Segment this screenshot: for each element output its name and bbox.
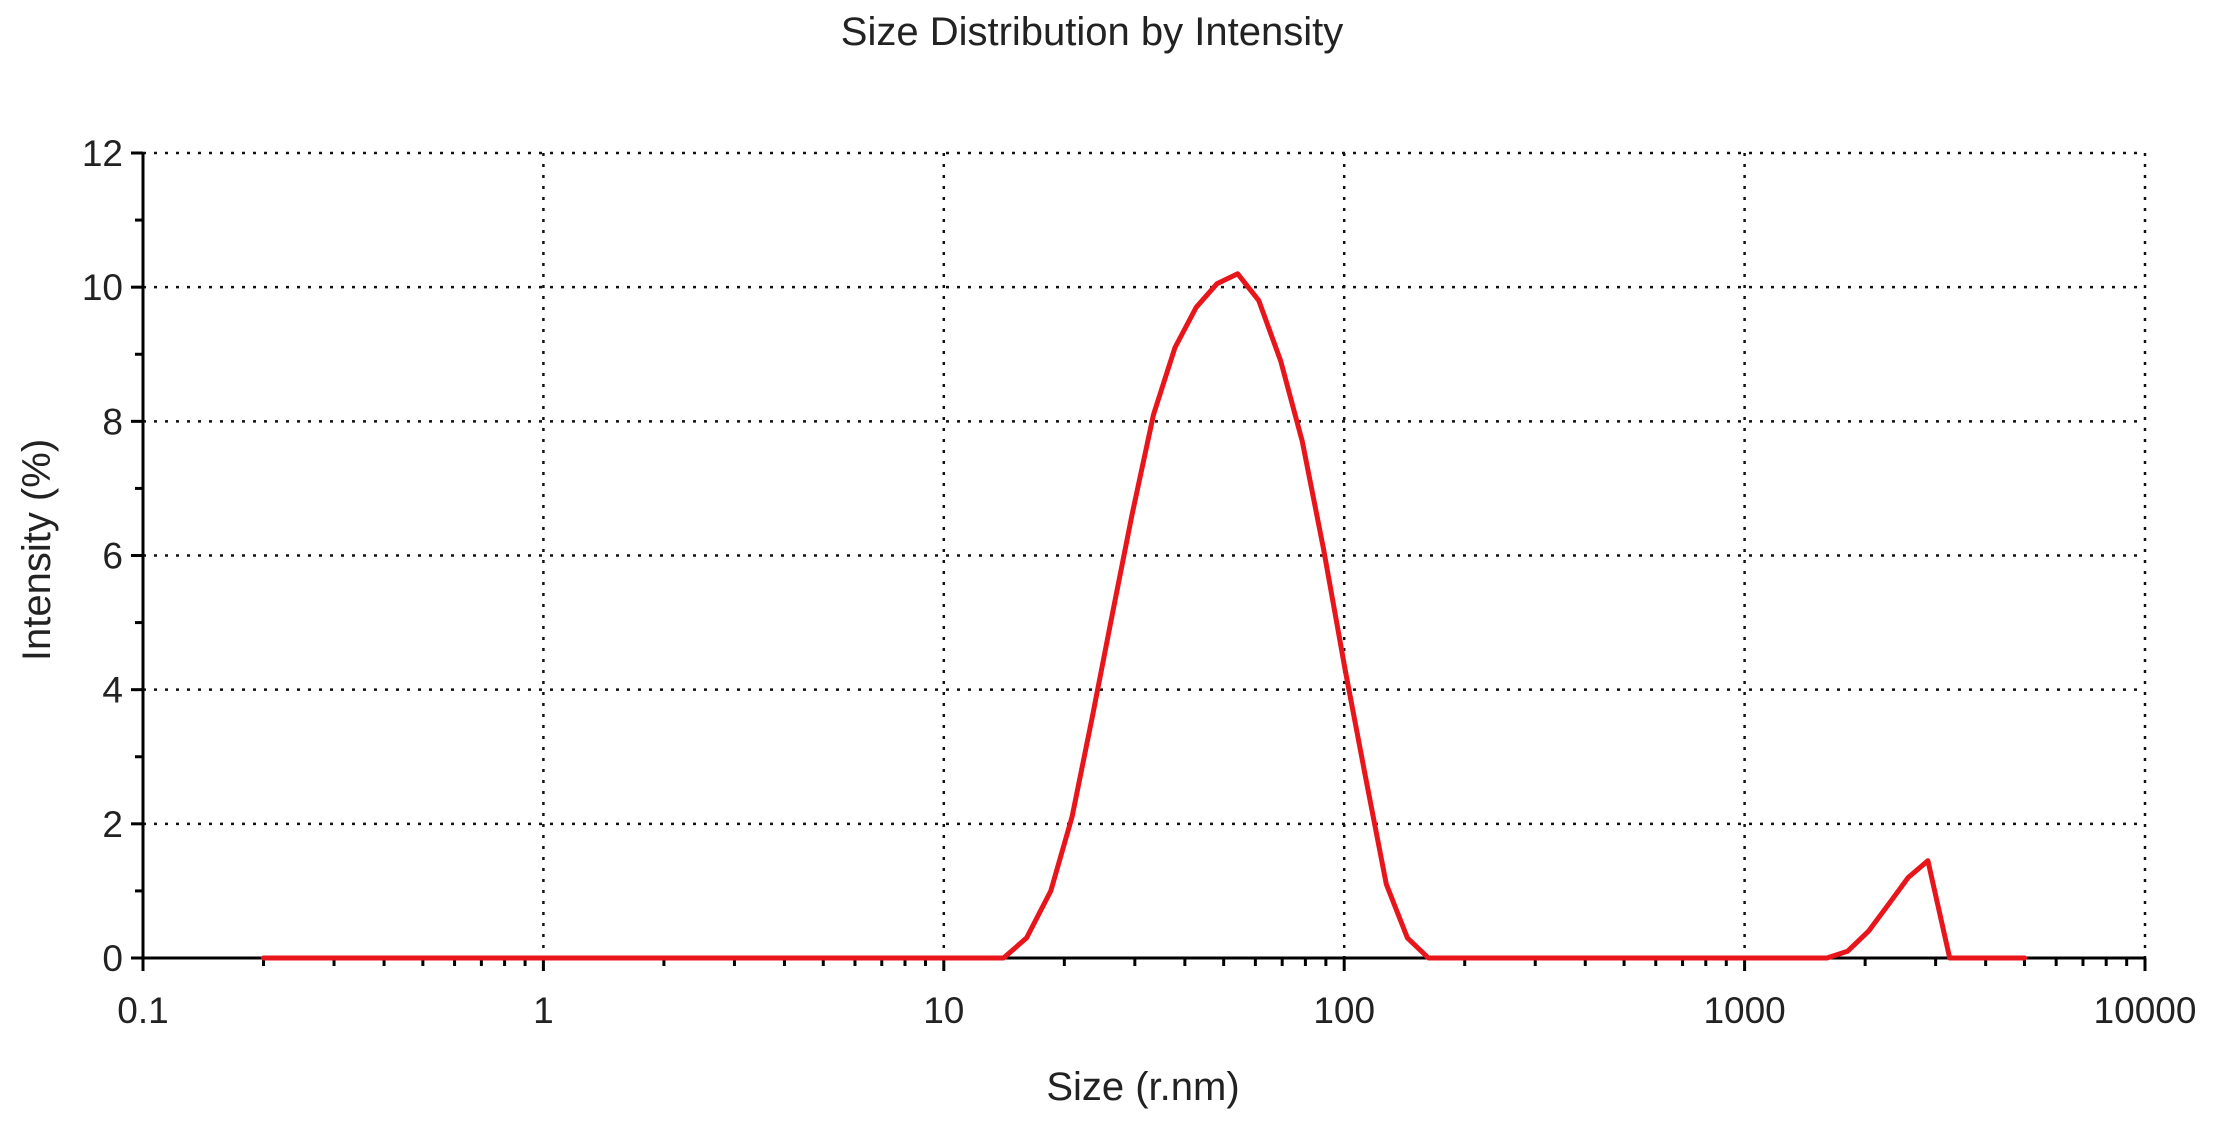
y-tick-label: 4	[102, 670, 123, 711]
tick-marks	[131, 151, 2147, 971]
y-tick-label: 8	[102, 401, 123, 442]
chart-title: Size Distribution by Intensity	[841, 10, 1343, 54]
x-tick-label: 1	[533, 990, 554, 1031]
tick-labels: 0 2 4 6 8 10 12 0.1 1 10 100 1000 10000	[82, 133, 2197, 1031]
x-tick-label: 10000	[2094, 990, 2197, 1031]
x-tick-label: 100	[1313, 990, 1375, 1031]
x-tick-label: 0.1	[117, 990, 168, 1031]
x-tick-label: 10	[923, 990, 964, 1031]
y-tick-label: 10	[82, 267, 123, 308]
grid	[143, 151, 2147, 958]
y-axis-label: Intensity (%)	[15, 439, 59, 661]
x-tick-label: 1000	[1703, 990, 1785, 1031]
y-tick-label: 2	[102, 804, 123, 845]
y-tick-label: 0	[102, 938, 123, 979]
x-axis-label: Size (r.nm)	[1046, 1065, 1239, 1109]
intensity-series-line	[261, 271, 2027, 961]
y-tick-label: 6	[102, 536, 123, 577]
y-tick-label: 12	[82, 133, 123, 174]
series	[261, 271, 2027, 961]
